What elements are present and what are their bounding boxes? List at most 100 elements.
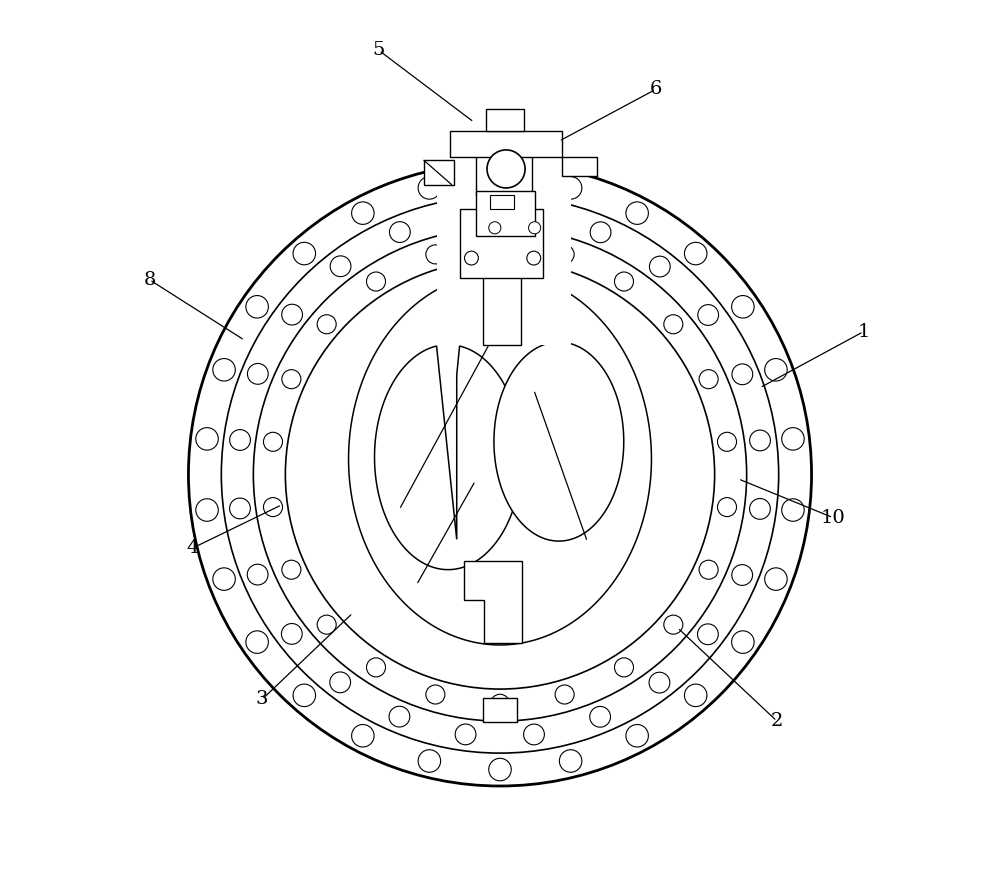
Circle shape — [465, 251, 478, 265]
Circle shape — [293, 242, 316, 265]
Bar — [562, 157, 597, 176]
Circle shape — [184, 159, 816, 790]
Circle shape — [282, 369, 301, 388]
Circle shape — [614, 272, 634, 291]
Circle shape — [456, 204, 476, 225]
Bar — [460, 209, 543, 278]
Circle shape — [196, 499, 218, 521]
Circle shape — [247, 564, 268, 585]
Circle shape — [366, 272, 386, 291]
Circle shape — [196, 428, 218, 450]
Circle shape — [230, 498, 250, 519]
Circle shape — [489, 222, 501, 233]
Bar — [490, 195, 514, 209]
Circle shape — [389, 706, 410, 727]
Text: 6: 6 — [650, 80, 662, 98]
Bar — [476, 147, 532, 195]
Circle shape — [732, 631, 754, 653]
Circle shape — [263, 497, 283, 517]
Text: 8: 8 — [143, 271, 156, 288]
Polygon shape — [375, 346, 522, 570]
Circle shape — [698, 624, 718, 645]
Circle shape — [732, 295, 754, 318]
Circle shape — [455, 724, 476, 745]
Circle shape — [246, 295, 268, 318]
Circle shape — [366, 658, 386, 677]
Circle shape — [489, 168, 511, 191]
Circle shape — [524, 724, 544, 745]
Circle shape — [213, 359, 235, 381]
Circle shape — [555, 245, 574, 264]
Bar — [486, 109, 524, 131]
Circle shape — [555, 685, 574, 704]
Circle shape — [732, 564, 753, 585]
Circle shape — [664, 615, 683, 634]
Circle shape — [282, 560, 301, 579]
Text: 10: 10 — [821, 509, 846, 527]
Circle shape — [418, 750, 441, 773]
Circle shape — [529, 222, 541, 233]
Circle shape — [426, 685, 445, 704]
Circle shape — [230, 429, 250, 450]
Circle shape — [684, 684, 707, 706]
Polygon shape — [464, 561, 522, 643]
Bar — [476, 245, 528, 271]
Bar — [424, 160, 454, 185]
Circle shape — [282, 304, 302, 325]
Circle shape — [698, 305, 719, 326]
Circle shape — [614, 658, 634, 677]
Circle shape — [626, 725, 648, 747]
Circle shape — [490, 694, 510, 713]
Circle shape — [684, 242, 707, 265]
Circle shape — [487, 150, 525, 188]
Circle shape — [699, 369, 718, 388]
Circle shape — [524, 204, 545, 225]
Circle shape — [559, 750, 582, 773]
Circle shape — [782, 428, 804, 450]
Circle shape — [590, 222, 611, 243]
Circle shape — [699, 560, 718, 579]
Circle shape — [732, 364, 753, 385]
Circle shape — [317, 615, 336, 634]
Circle shape — [527, 251, 541, 265]
Circle shape — [352, 202, 374, 225]
Bar — [483, 262, 521, 345]
Polygon shape — [349, 273, 651, 645]
Bar — [437, 115, 571, 345]
Text: 5: 5 — [373, 42, 385, 59]
Circle shape — [330, 672, 351, 692]
Circle shape — [246, 631, 268, 653]
Text: 2: 2 — [771, 712, 783, 730]
Circle shape — [782, 499, 804, 521]
Circle shape — [352, 725, 374, 747]
Circle shape — [626, 202, 648, 225]
Polygon shape — [494, 342, 624, 541]
Circle shape — [490, 235, 510, 254]
Circle shape — [664, 314, 683, 334]
Circle shape — [317, 314, 336, 334]
Circle shape — [717, 497, 737, 517]
Bar — [450, 131, 562, 157]
Circle shape — [750, 430, 770, 451]
Circle shape — [213, 568, 235, 591]
Circle shape — [330, 256, 351, 277]
Circle shape — [426, 245, 445, 264]
Text: 4: 4 — [187, 539, 199, 557]
Circle shape — [765, 568, 787, 591]
Circle shape — [649, 672, 670, 693]
Circle shape — [263, 432, 283, 451]
Circle shape — [293, 684, 316, 706]
Text: 1: 1 — [857, 322, 870, 341]
Circle shape — [765, 359, 787, 381]
Circle shape — [247, 363, 268, 384]
Circle shape — [590, 706, 611, 727]
Circle shape — [649, 256, 670, 277]
Circle shape — [418, 177, 441, 199]
Circle shape — [750, 498, 770, 519]
Bar — [476, 192, 535, 236]
Circle shape — [281, 624, 302, 645]
Circle shape — [389, 222, 410, 242]
Circle shape — [717, 432, 737, 451]
Text: 3: 3 — [256, 691, 268, 708]
Circle shape — [559, 177, 582, 199]
